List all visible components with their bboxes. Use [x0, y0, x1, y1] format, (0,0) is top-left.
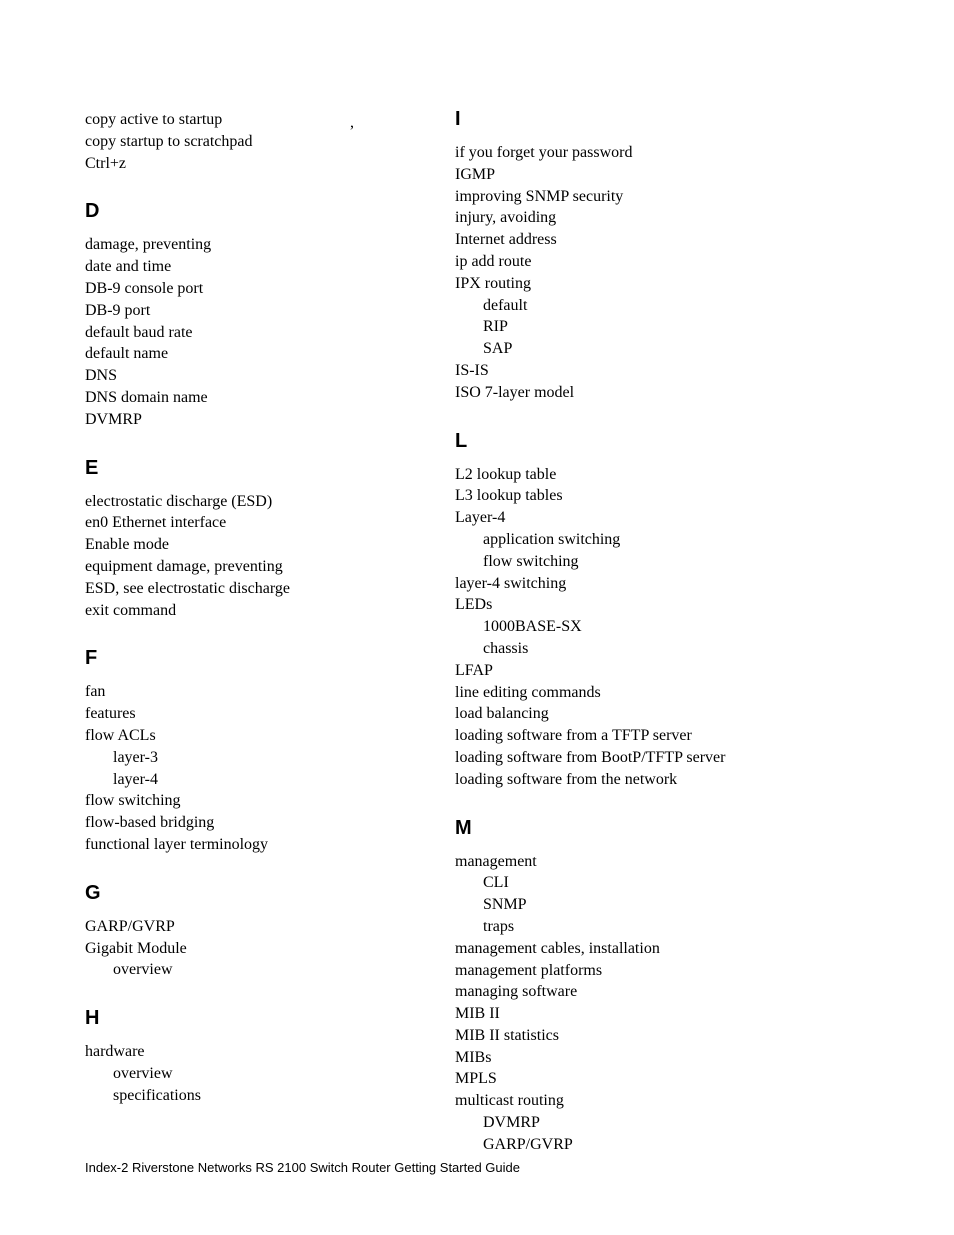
index-entry: LFAP [455, 661, 874, 682]
index-entry: IS-IS [455, 361, 874, 382]
index-subentry: overview [85, 1064, 395, 1085]
index-entry: default name [85, 344, 395, 365]
index-entry: fan [85, 682, 395, 703]
index-entry: en0 Ethernet interface [85, 513, 395, 534]
index-entry: DNS [85, 366, 395, 387]
index-entry: management [455, 852, 874, 873]
index-entry: load balancing [455, 704, 874, 725]
index-subentry: specifications [85, 1086, 395, 1107]
page-footer: Index-2 Riverstone Networks RS 2100 Swit… [85, 1160, 520, 1175]
index-entry: functional layer terminology [85, 835, 395, 856]
index-entry: injury, avoiding [455, 208, 874, 229]
index-entry: multicast routing [455, 1091, 874, 1112]
index-subentry: traps [455, 917, 874, 938]
index-subentry: flow switching [455, 552, 874, 573]
index-entry: electrostatic discharge (ESD) [85, 492, 395, 513]
index-subentry: layer-4 [85, 770, 395, 791]
index-entry: Ctrl+z [85, 154, 395, 175]
index-entry: date and time [85, 257, 395, 278]
index-subentry: CLI [455, 873, 874, 894]
index-entry: if you forget your password [455, 143, 874, 164]
index-section-letter: I [455, 108, 874, 131]
index-subentry: 1000BASE-SX [455, 617, 874, 638]
left-sections: Ddamage, preventingdate and timeDB-9 con… [85, 200, 395, 1106]
index-entry: management cables, installation [455, 939, 874, 960]
index-entry: features [85, 704, 395, 725]
index-entry: ISO 7-layer model [455, 383, 874, 404]
right-sections: Iif you forget your passwordIGMPimprovin… [455, 108, 874, 1156]
index-entry: loading software from BootP/TFTP server [455, 748, 874, 769]
index-section-letter: L [455, 430, 874, 453]
index-entry: Enable mode [85, 535, 395, 556]
index-subentry: overview [85, 960, 395, 981]
index-subentry: layer-3 [85, 748, 395, 769]
index-entry: MIBs [455, 1048, 874, 1069]
index-entry: improving SNMP security [455, 187, 874, 208]
left-column: copy active to startupcopy startup to sc… [85, 110, 395, 1157]
index-entry: Layer-4 [455, 508, 874, 529]
index-entry: hardware [85, 1042, 395, 1063]
index-entry: line editing commands [455, 683, 874, 704]
index-entry: L2 lookup table [455, 465, 874, 486]
index-entry: layer-4 switching [455, 574, 874, 595]
index-entry: DB-9 console port [85, 279, 395, 300]
index-subentry: default [455, 296, 874, 317]
left-top-entries: copy active to startupcopy startup to sc… [85, 110, 395, 174]
index-columns: copy active to startupcopy startup to sc… [85, 110, 874, 1157]
index-entry: management platforms [455, 961, 874, 982]
index-entry: loading software from a TFTP server [455, 726, 874, 747]
index-entry: copy startup to scratchpad [85, 132, 395, 153]
index-entry: DNS domain name [85, 388, 395, 409]
index-subentry: application switching [455, 530, 874, 551]
index-entry: Gigabit Module [85, 939, 395, 960]
index-entry: equipment damage, preventing [85, 557, 395, 578]
index-entry: flow ACLs [85, 726, 395, 747]
index-section-letter: F [85, 647, 395, 670]
index-section-letter: H [85, 1007, 395, 1030]
index-subentry: RIP [455, 317, 874, 338]
index-subentry: SNMP [455, 895, 874, 916]
index-section-letter: G [85, 882, 395, 905]
index-entry: MIB II [455, 1004, 874, 1025]
index-entry: MIB II statistics [455, 1026, 874, 1047]
index-entry: ESD, see electrostatic discharge [85, 579, 395, 600]
index-entry: DVMRP [85, 410, 395, 431]
index-entry: IGMP [455, 165, 874, 186]
index-entry: flow-based bridging [85, 813, 395, 834]
hanging-comma: , [350, 114, 354, 132]
index-entry: GARP/GVRP [85, 917, 395, 938]
index-section-letter: M [455, 817, 874, 840]
index-entry: exit command [85, 601, 395, 622]
index-entry: IPX routing [455, 274, 874, 295]
index-section-letter: E [85, 457, 395, 480]
index-entry: ip add route [455, 252, 874, 273]
index-entry: flow switching [85, 791, 395, 812]
index-entry: MPLS [455, 1069, 874, 1090]
index-entry: damage, preventing [85, 235, 395, 256]
index-entry: default baud rate [85, 323, 395, 344]
index-subentry: SAP [455, 339, 874, 360]
index-section-letter: D [85, 200, 395, 223]
index-entry: loading software from the network [455, 770, 874, 791]
index-subentry: DVMRP [455, 1113, 874, 1134]
index-subentry: GARP/GVRP [455, 1135, 874, 1156]
index-entry: copy active to startup [85, 110, 395, 131]
index-entry: L3 lookup tables [455, 486, 874, 507]
index-entry: DB-9 port [85, 301, 395, 322]
index-entry: LEDs [455, 595, 874, 616]
index-entry: managing software [455, 982, 874, 1003]
index-subentry: chassis [455, 639, 874, 660]
right-column: Iif you forget your passwordIGMPimprovin… [455, 110, 874, 1157]
index-entry: Internet address [455, 230, 874, 251]
